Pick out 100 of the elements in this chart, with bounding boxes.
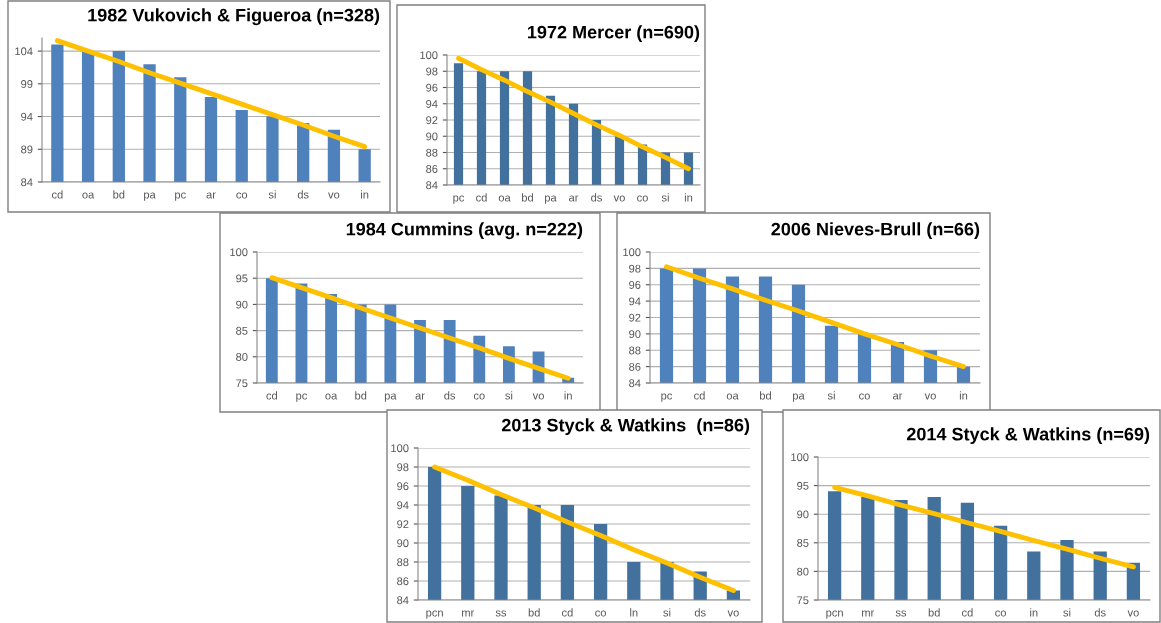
x-tick-label: pa xyxy=(793,393,805,402)
x-tick-label: oa xyxy=(726,393,739,400)
x-tick-label: co xyxy=(995,610,1006,617)
x-tick-label: ar xyxy=(893,393,903,400)
x-tick-label: ar xyxy=(415,393,425,400)
chart-title: 2013 Styck & Watkins (n=86) xyxy=(501,418,750,436)
x-tick-label: ss xyxy=(895,610,907,617)
x-tick-label: cd xyxy=(562,608,573,617)
x-tick-label: mr xyxy=(462,610,475,617)
x-tick-label: ss xyxy=(495,610,507,617)
x-tick-label: in xyxy=(959,391,968,400)
chart-title: 1972 Mercer (n=690) xyxy=(528,25,700,43)
y-tick-label: 80 xyxy=(797,567,809,576)
y-tick-label: 104 xyxy=(15,47,33,56)
y-tick-label: 98 xyxy=(629,264,641,273)
x-tick-label: vo xyxy=(1127,610,1139,617)
x-tick-label: pa xyxy=(384,393,397,402)
y-tick-label: 100 xyxy=(420,51,438,60)
x-tick-label: vo xyxy=(727,610,739,617)
y-tick-label: 100 xyxy=(791,453,809,462)
y-tick-label: 86 xyxy=(629,362,641,371)
x-tick-label: ds xyxy=(694,608,706,617)
x-tick-label: pc xyxy=(296,393,308,402)
chart-title: 2014 Styck & Watkins (n=69) xyxy=(906,427,1150,445)
y-tick-label: 92 xyxy=(426,116,438,125)
x-tick-label: si xyxy=(663,608,671,617)
line-series xyxy=(456,55,691,172)
x-tick-label: pa xyxy=(144,192,156,201)
chart-title: 1984 Cummins (avg. n=222) xyxy=(346,222,583,240)
y-tick-label: 100 xyxy=(230,248,248,257)
line-series xyxy=(432,464,736,593)
x-tick-label: in xyxy=(1030,608,1038,617)
x-tick-label: vo xyxy=(532,393,544,400)
y-tick-label: 90 xyxy=(236,300,248,309)
y-tick-label: 90 xyxy=(629,330,641,339)
y-tick-label: 99 xyxy=(21,80,33,88)
line-series xyxy=(269,275,571,381)
y-tick-label: 96 xyxy=(397,482,409,491)
x-tick-label: in xyxy=(684,193,693,202)
y-tick-label: 92 xyxy=(397,520,409,529)
x-tick-label: cd xyxy=(962,608,973,617)
y-tick-label: 84 xyxy=(397,596,409,605)
y-tick-label: 90 xyxy=(797,510,809,519)
x-tick-label: co xyxy=(859,393,870,400)
y-tick-label: 85 xyxy=(797,539,809,547)
y-tick-label: 90 xyxy=(426,132,438,141)
x-tick-label: ds xyxy=(444,391,456,400)
y-tick-label: 92 xyxy=(629,313,641,322)
x-tick-label: cd xyxy=(694,391,705,400)
y-tick-label: 80 xyxy=(236,353,248,361)
y-tick-label: 95 xyxy=(797,481,809,490)
y-tick-label: 100 xyxy=(391,444,409,453)
line-series xyxy=(664,264,966,370)
y-tick-label: 88 xyxy=(397,558,409,567)
x-tick-label: ar xyxy=(569,195,579,202)
y-tick-label: 94 xyxy=(21,112,33,121)
x-tick-label: ar xyxy=(206,192,216,199)
y-tick-label: 75 xyxy=(236,379,248,388)
x-tick-label: co xyxy=(637,195,648,202)
y-tick-label: 95 xyxy=(236,274,248,283)
x-tick-label: pc xyxy=(175,192,186,201)
y-tick-label: 98 xyxy=(426,67,438,76)
x-tick-label: mr xyxy=(862,610,875,617)
x-tick-label: si xyxy=(268,190,276,199)
y-tick-label: 84 xyxy=(21,178,33,187)
x-tick-label: ds xyxy=(1094,608,1106,617)
chart-title: 2006 Nieves-Brull (n=66) xyxy=(771,222,980,240)
x-tick-label: cd xyxy=(51,190,63,199)
y-tick-label: 75 xyxy=(797,596,809,605)
y-tick-label: 86 xyxy=(397,577,409,586)
x-tick-label: oa xyxy=(82,192,95,199)
x-tick-label: vo xyxy=(328,192,340,199)
y-tick-label: 88 xyxy=(426,148,438,157)
x-tick-label: bd xyxy=(760,391,771,400)
y-tick-label: 98 xyxy=(397,463,409,472)
y-tick-label: 84 xyxy=(426,181,438,190)
x-tick-label: oa xyxy=(325,393,338,400)
x-tick-label: cd xyxy=(266,391,277,400)
x-tick-label: pc xyxy=(661,393,673,402)
x-tick-label: cd xyxy=(476,193,487,202)
x-tick-label: pcn xyxy=(826,610,843,619)
x-tick-label: bd xyxy=(928,608,940,617)
x-tick-label: ln xyxy=(630,608,638,617)
x-tick-label: ds xyxy=(297,190,309,199)
y-tick-label: 100 xyxy=(623,248,641,257)
x-tick-label: si xyxy=(1063,608,1071,617)
y-tick-label: 94 xyxy=(629,297,641,306)
x-tick-label: bd xyxy=(522,193,533,202)
x-tick-label: co xyxy=(595,610,606,617)
line-series xyxy=(54,38,368,150)
y-tick-label: 94 xyxy=(426,100,438,108)
y-tick-label: 89 xyxy=(21,145,33,154)
x-tick-label: vo xyxy=(924,393,936,400)
x-tick-label: in xyxy=(564,391,572,400)
x-tick-label: pc xyxy=(453,195,465,204)
y-tick-label: 85 xyxy=(236,326,248,335)
x-tick-label: co xyxy=(236,192,248,199)
x-tick-label: bd xyxy=(355,391,367,400)
y-tick-label: 86 xyxy=(426,165,438,173)
x-tick-label: pcn xyxy=(426,610,443,619)
